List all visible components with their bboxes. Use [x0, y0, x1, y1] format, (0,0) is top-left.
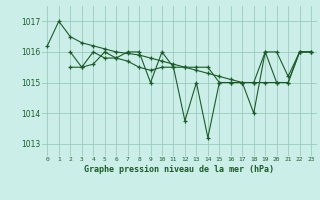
X-axis label: Graphe pression niveau de la mer (hPa): Graphe pression niveau de la mer (hPa) — [84, 165, 274, 174]
